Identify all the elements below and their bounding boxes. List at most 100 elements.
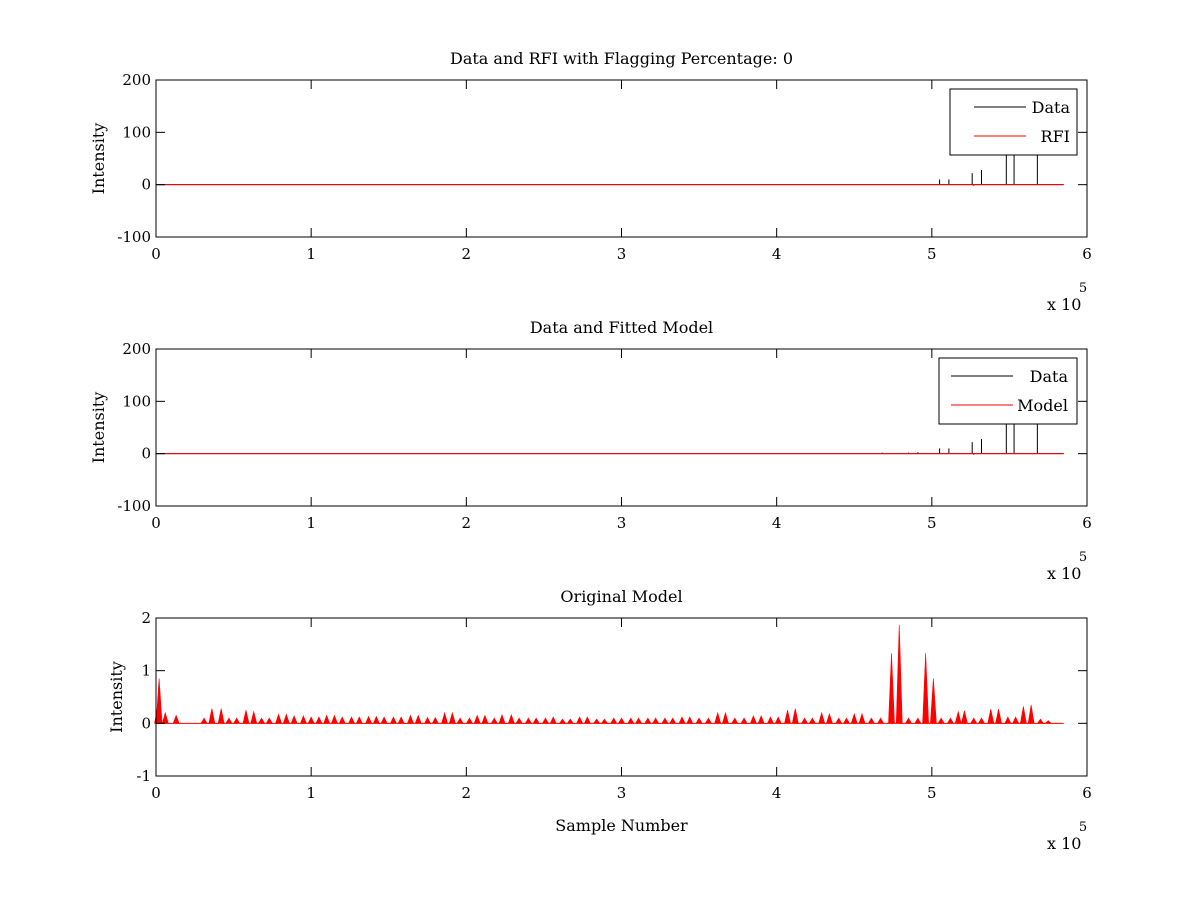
spike [315,716,323,724]
x-tick-label: 1 [306,245,316,263]
spike [1044,720,1053,724]
x-tick-label: 1 [306,784,316,802]
x-exponent: 5 [1079,550,1087,565]
spike [576,716,584,724]
spike [922,653,929,724]
spike [524,717,532,724]
x-tick-label: 2 [462,514,472,532]
y-tick-label: 2 [141,609,151,627]
spike [714,711,722,724]
spike [977,717,986,724]
spike [678,716,686,724]
spike [895,624,903,724]
spike [275,713,282,724]
spike [257,717,266,724]
spike [208,708,216,724]
plot-area [156,422,1064,455]
spike [441,711,449,724]
spike [593,718,601,724]
y-axis-label: Intensity [89,123,108,195]
spike [265,717,273,724]
spike [532,717,540,724]
x-tick-label: 5 [927,245,937,263]
x-tick-label: 3 [617,514,627,532]
spike [774,716,782,724]
x-tick-label: 2 [462,245,472,263]
chart-title: Data and RFI with Flagging Percentage: 0 [450,49,793,68]
spike [431,716,439,724]
spike [323,714,331,724]
spike [888,653,895,724]
spike [987,709,995,724]
legend-box [949,88,1078,156]
x-tick-label: 2 [462,784,472,802]
y-tick-label: 0 [141,176,151,194]
spike [515,717,523,724]
chart-2: Data and Fitted Model Intensity 0 1 2 3 4 5 6 -10… [89,318,1092,583]
chart-title: Original Model [560,587,682,606]
spike [473,714,481,724]
spike [704,717,712,724]
spike [465,717,473,724]
axes-frame [155,617,1088,777]
chart-1: Data and RFI with Flagging Percentage: 0… [89,49,1092,314]
y-tick-label: -100 [117,228,151,246]
spike [365,715,373,724]
spike [549,716,557,724]
legend-label-data: Data [1030,367,1069,386]
spike [541,717,549,724]
spike [850,712,858,724]
x-tick-label: 3 [617,245,627,263]
y-tick-label: -1 [136,767,151,785]
spike [250,710,258,724]
x-multiplier: x 10 [1047,564,1081,583]
legend-box [938,357,1078,425]
legend-label-data: Data [1032,98,1071,117]
axes-frame [155,79,1088,238]
spike [448,711,456,724]
spike [930,678,937,724]
spike [669,717,677,724]
spike [282,713,290,724]
spike [600,718,609,724]
spike [818,711,826,724]
spike [348,716,355,724]
y-tick-label: 200 [122,340,151,358]
spike [355,716,363,724]
legend: Data Model [938,357,1078,425]
spike [225,717,233,724]
spike [200,717,208,724]
y-tick-label: 1 [141,662,151,680]
x-tick-label: 5 [927,784,937,802]
spike [826,712,833,724]
series-data [156,422,1064,455]
y-tick-label: -100 [117,497,151,515]
x-tick-label: 6 [1082,784,1092,802]
spike [397,716,405,724]
spike [842,717,851,724]
spike [644,717,652,724]
spike [338,716,346,724]
chart-title: Data and Fitted Model [530,318,713,337]
spike [757,715,765,724]
spike [722,711,729,724]
spike [784,710,791,724]
spike [380,716,388,724]
y-axis-label: Intensity [107,661,126,733]
x-axis-label: Sample Number [555,816,688,835]
spike [217,708,225,724]
y-axis-label: Intensity [89,392,108,464]
spike [414,714,422,724]
spike [627,717,635,724]
x-tick-label: 0 [151,784,161,802]
spike [242,710,250,724]
spike [566,718,574,724]
spike [172,714,180,724]
spike [877,717,885,724]
spike [995,709,1002,724]
spike [490,717,498,724]
x-tick-label: 4 [772,245,782,263]
spike [617,717,626,724]
y-tick-label: 100 [122,123,151,141]
